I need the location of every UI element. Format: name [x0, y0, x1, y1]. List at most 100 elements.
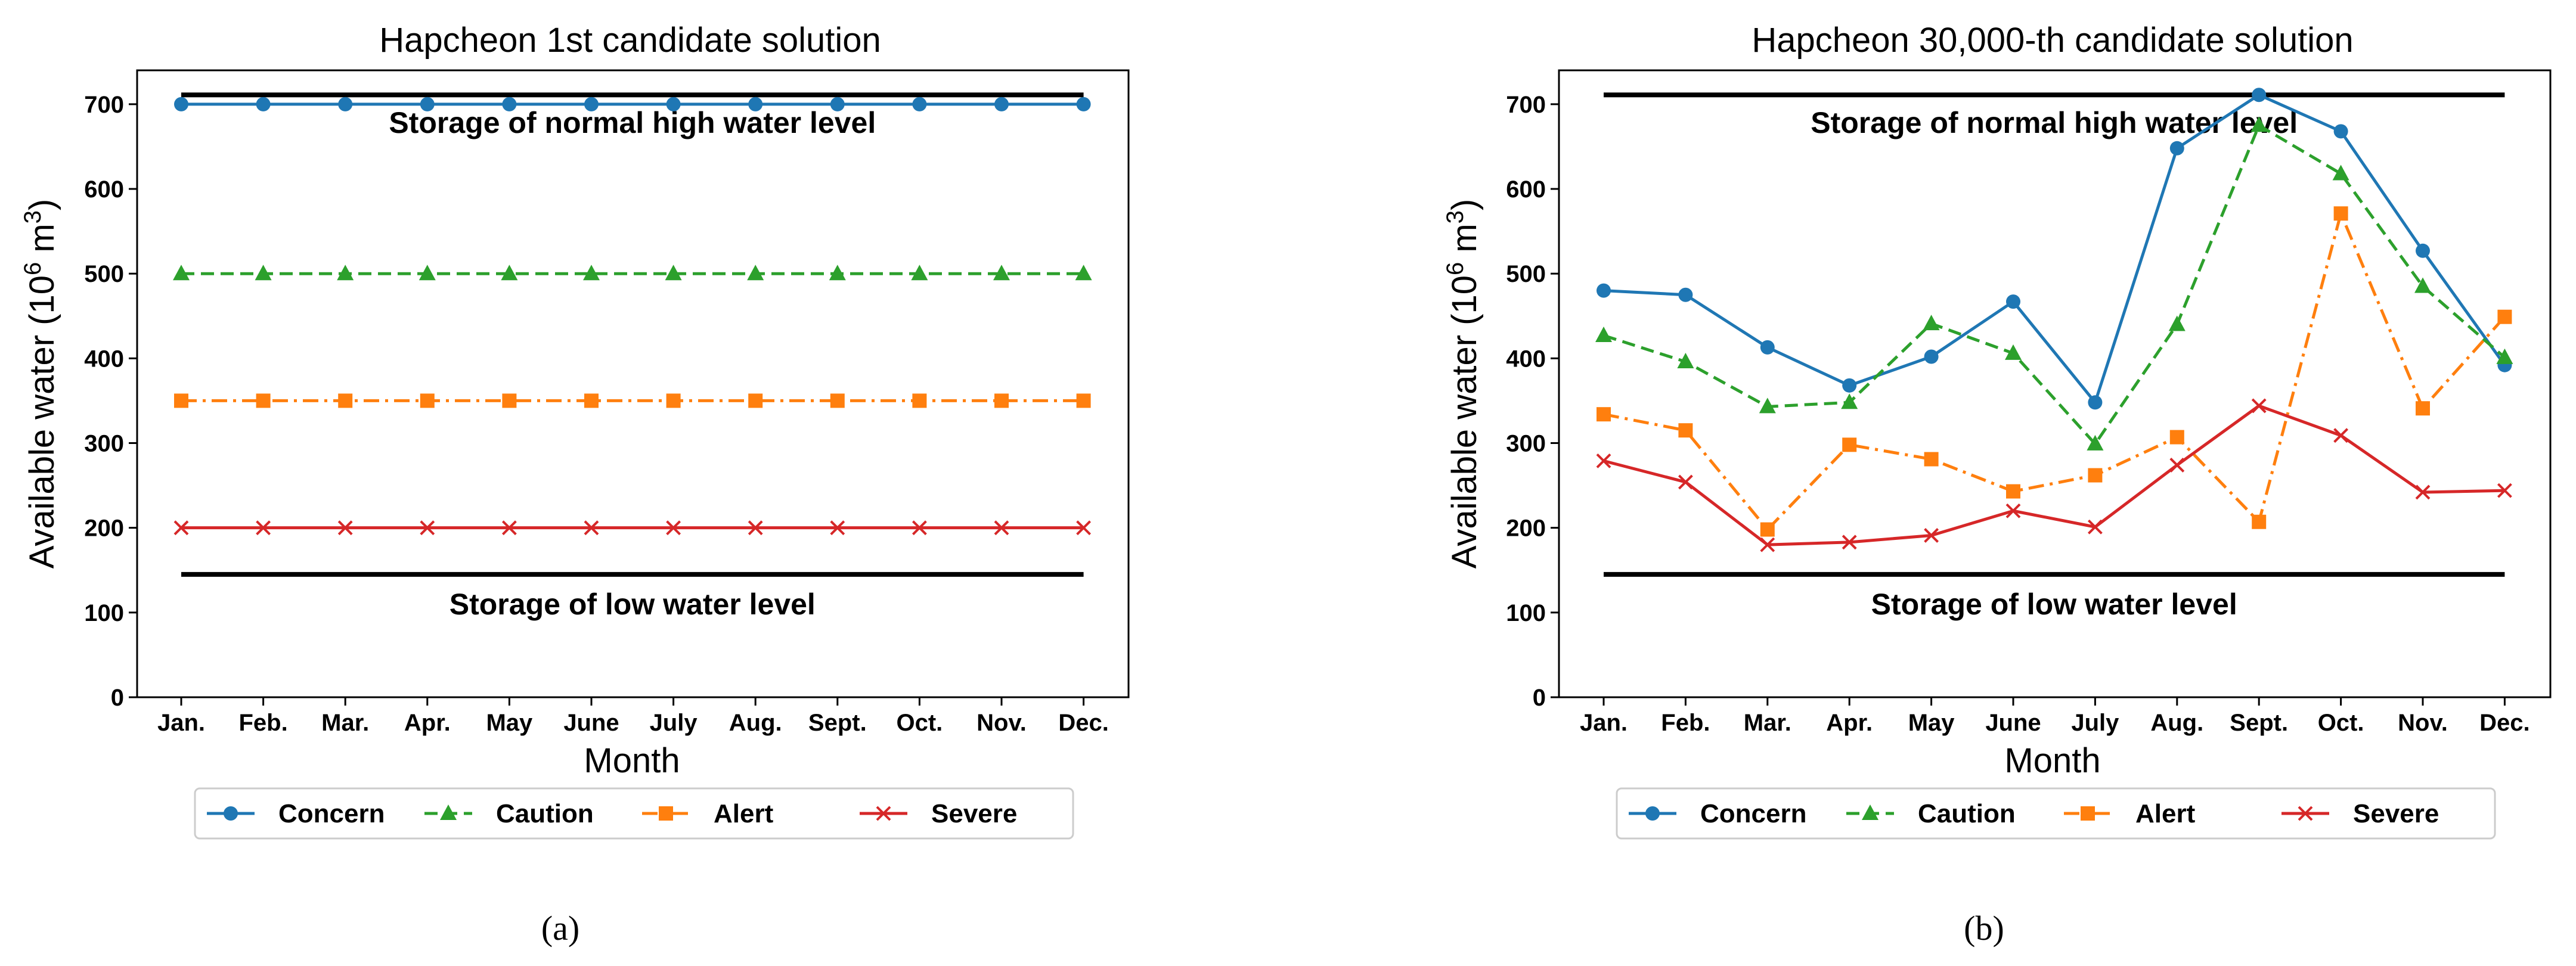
data-point — [2087, 434, 2104, 451]
legend-swatch-marker — [224, 806, 238, 821]
x-axis-ticks: Jan. Feb. Mar. Apr. May June July Aug. Sept. Oct.… — [157, 697, 1109, 736]
series-caution — [1595, 116, 2513, 451]
data-point — [2088, 468, 2103, 483]
data-point — [2087, 519, 2103, 535]
x-tick-label: May — [1908, 710, 1955, 736]
x-tick-label: June — [563, 710, 619, 736]
data-point — [2168, 315, 2186, 331]
data-point — [1678, 423, 1693, 438]
data-point — [1760, 537, 1775, 552]
data-point — [1076, 520, 1092, 536]
data-point — [748, 520, 763, 536]
reference-lines: Storage of normal high water level Storag… — [181, 92, 1084, 621]
data-point — [2005, 344, 2022, 360]
legend-entry: Alert — [642, 799, 774, 828]
reference-line-label: Storage of low water level — [450, 588, 816, 621]
plot-frame — [136, 69, 1130, 698]
x-tick-label: Nov. — [977, 710, 1027, 736]
data-point — [256, 393, 271, 408]
x-axis-label: Month — [2004, 741, 2100, 780]
y-axis-ticks: 0 100 200 300 400 500 600 700 — [1506, 92, 1559, 711]
legend-swatch-marker — [2081, 806, 2095, 821]
data-point — [174, 393, 188, 408]
panel-caption: (b) — [1964, 909, 2004, 948]
data-point — [2250, 116, 2268, 132]
legend-entry: Alert — [2064, 799, 2196, 828]
legend: Concern Caution Alert Severe — [194, 787, 1074, 840]
series-alert — [174, 393, 1091, 408]
legend-label: Alert — [2135, 799, 2196, 828]
data-point — [2251, 398, 2267, 414]
y-axis-label-exp: 6 — [20, 262, 46, 275]
panel-a: Hapcheon 1st candidate solution Storage … — [20, 21, 1130, 948]
legend-label: Alert — [714, 799, 774, 828]
y-tick-label: 300 — [84, 431, 124, 457]
y-axis-ticks: 0 100 200 300 400 500 600 700 — [84, 92, 137, 711]
data-point — [255, 265, 272, 281]
data-point — [2497, 309, 2512, 324]
data-point — [1597, 283, 1611, 298]
y-tick-label: 600 — [84, 176, 124, 203]
legend-swatch-marker — [659, 806, 673, 821]
y-axis-label-close: ) — [23, 199, 61, 210]
reference-line-label: Storage of normal high water level — [1811, 106, 2298, 139]
series-layer — [173, 97, 1092, 536]
data-point — [2416, 243, 2430, 258]
x-tick-label: Oct. — [897, 710, 943, 736]
data-point — [2169, 430, 2184, 445]
data-point — [256, 97, 271, 111]
data-point — [2006, 484, 2020, 499]
data-point — [502, 393, 517, 408]
data-point — [2497, 483, 2512, 498]
data-point — [2332, 164, 2349, 181]
data-point — [1597, 407, 1611, 422]
y-axis-label-unit-exp: 3 — [1442, 210, 1468, 223]
y-axis-label: Available water (106 m3) — [1442, 199, 1484, 569]
legend-swatch-marker — [2298, 806, 2313, 821]
legend-entry: Concern — [207, 799, 385, 828]
data-point — [911, 265, 928, 281]
data-point — [2416, 401, 2430, 416]
data-point — [583, 265, 600, 281]
x-tick-label: Aug. — [729, 710, 782, 736]
data-point — [173, 520, 189, 536]
data-point — [665, 265, 682, 281]
series-layer — [1595, 88, 2513, 552]
series-severe — [1596, 398, 2512, 552]
data-point — [419, 265, 436, 281]
data-point — [994, 520, 1009, 536]
data-point — [1075, 265, 1092, 281]
data-point — [338, 393, 353, 408]
panel-b: Hapcheon 30,000-th candidate solution St… — [1442, 21, 2552, 948]
legend-entry: Caution — [424, 799, 594, 828]
data-point — [502, 97, 517, 111]
y-axis-label-close: ) — [1445, 199, 1484, 210]
data-point — [1924, 452, 1939, 467]
data-point — [912, 520, 927, 536]
series-concern — [174, 97, 1091, 111]
y-tick-label: 700 — [1506, 92, 1546, 118]
data-point — [2414, 277, 2431, 293]
reference-line-label: Storage of low water level — [1871, 588, 2237, 621]
legend-swatch-marker — [876, 806, 891, 821]
data-point — [256, 520, 271, 536]
y-tick-label: 500 — [84, 261, 124, 287]
y-tick-label: 200 — [1506, 515, 1546, 542]
data-point — [1677, 353, 1694, 369]
data-point — [584, 393, 599, 408]
data-point — [501, 520, 517, 536]
legend-label: Caution — [496, 799, 594, 828]
x-tick-label: Aug. — [2150, 710, 2203, 736]
y-tick-label: 600 — [1506, 176, 1546, 203]
data-point — [666, 520, 681, 536]
data-point — [666, 393, 681, 408]
data-point — [2333, 428, 2349, 443]
data-point — [2252, 514, 2267, 529]
x-tick-label: Sept. — [808, 710, 867, 736]
data-point — [173, 265, 190, 281]
series-alert — [1597, 206, 2512, 537]
x-tick-label: Mar. — [321, 710, 369, 736]
legend-entry: Severe — [860, 799, 1017, 828]
legend-swatch-marker — [440, 805, 457, 820]
legend: Concern Caution Alert Severe — [1616, 787, 2496, 840]
